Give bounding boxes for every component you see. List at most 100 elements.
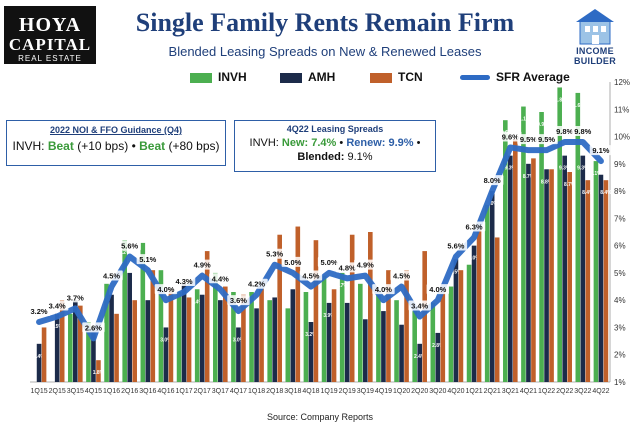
line-label-bg xyxy=(317,256,341,267)
bar-tcn xyxy=(41,327,47,382)
spreads-sep-2: • xyxy=(413,137,421,149)
line-data-label: 4.5% xyxy=(302,272,319,281)
source-note: Source: Company Reports xyxy=(266,412,374,422)
x-tick-label: 3Q16 xyxy=(139,388,156,395)
bar-invh xyxy=(412,311,417,382)
x-tick-label: 3Q19 xyxy=(357,388,374,395)
bar-amh xyxy=(471,245,477,382)
x-tick-label: 1Q17 xyxy=(176,388,193,395)
line-data-label: 4.9% xyxy=(357,261,374,270)
bar-tcn xyxy=(585,180,591,382)
spreads-sep-1: • xyxy=(336,137,347,149)
x-tick-label: 2Q15 xyxy=(49,388,66,395)
y-tick-label: 6% xyxy=(614,242,626,251)
bar-amh xyxy=(254,308,259,382)
line-label-bg xyxy=(408,300,431,311)
bar-tcn xyxy=(313,240,319,382)
x-tick-label: 4Q20 xyxy=(447,388,464,395)
bar-amh xyxy=(199,294,205,382)
bar-amh xyxy=(127,272,132,382)
line-label-bg xyxy=(100,270,123,281)
guidance-beat-1-detail: (+10 bps) xyxy=(73,139,129,153)
bar-amh xyxy=(145,300,151,382)
bar-invh xyxy=(394,300,399,382)
bar-invh xyxy=(358,283,363,382)
bar-invh xyxy=(213,272,218,382)
x-tick-label: 3Q21 xyxy=(502,388,519,395)
bar-amh xyxy=(580,155,586,382)
x-tick-label: 2Q20 xyxy=(411,388,428,395)
y-tick-label: 11% xyxy=(614,105,629,114)
x-tick-label: 2Q16 xyxy=(121,388,138,395)
x-tick-label: 4Q18 xyxy=(302,388,319,395)
x-tick-label: 3Q22 xyxy=(574,388,591,395)
x-tick-label: 3Q18 xyxy=(284,388,301,395)
x-tick-label: 1Q21 xyxy=(466,388,483,395)
y-tick-label: 9% xyxy=(614,160,626,169)
bar-invh xyxy=(158,270,164,382)
bar-tcn xyxy=(531,158,536,382)
bar-amh xyxy=(109,294,114,382)
bar-amh xyxy=(453,259,459,382)
bar-amh xyxy=(290,289,296,382)
line-label-bg xyxy=(390,270,413,281)
bar-invh xyxy=(448,286,454,382)
bar-invh xyxy=(376,294,381,382)
line-label-bg xyxy=(64,292,87,303)
bar-tcn xyxy=(513,139,518,382)
bar-tcn xyxy=(204,251,210,382)
line-data-label: 3.7% xyxy=(67,293,84,302)
bar-invh xyxy=(521,106,526,382)
line-label-bg xyxy=(245,278,268,289)
bar-invh xyxy=(231,292,236,382)
bar-data-label: 4.7% xyxy=(336,283,348,289)
y-tick-label: 3% xyxy=(614,323,626,332)
bar-tcn xyxy=(567,172,572,382)
bar-data-label: 2.4% xyxy=(414,354,426,360)
x-tick-label: 1Q18 xyxy=(248,388,265,395)
x-tick-label: 1Q19 xyxy=(321,388,338,395)
bar-invh xyxy=(176,292,182,382)
line-data-label: 3.6% xyxy=(230,296,247,305)
bar-tcn xyxy=(404,270,409,382)
line-data-label: 4.3% xyxy=(176,277,193,286)
line-data-label: 6.3% xyxy=(466,222,483,231)
line-label-bg xyxy=(372,284,395,295)
spreads-blended-value: 9.1% xyxy=(344,151,373,163)
line-data-label: 3.4% xyxy=(411,302,428,311)
bar-tcn xyxy=(295,226,301,382)
bar-data-label: 9.3% xyxy=(505,166,517,172)
line-data-label: 2.6% xyxy=(85,323,102,332)
bar-tcn xyxy=(368,232,373,382)
bar-invh xyxy=(68,313,73,382)
guidance-beat-2-detail: (+80 bps) xyxy=(165,139,220,153)
bar-data-label: 3.2% xyxy=(305,332,317,338)
x-tick-label: 2Q18 xyxy=(266,388,283,395)
guidance-prefix: INVH: xyxy=(12,139,48,153)
bar-amh xyxy=(508,155,513,382)
bar-data-label: 11.8% xyxy=(553,97,567,103)
bar-amh xyxy=(344,302,350,382)
income-builder-building-icon xyxy=(576,9,614,45)
bar-data-label: 3.9% xyxy=(323,313,335,319)
line-data-label: 3.2% xyxy=(31,307,48,316)
bar-amh xyxy=(417,343,422,382)
bar-amh xyxy=(272,297,277,382)
x-tick-label: 1Q16 xyxy=(103,388,120,395)
x-tick-label: 3Q17 xyxy=(212,388,229,395)
x-tick-label: 4Q15 xyxy=(85,388,102,395)
bar-data-label: 11.6% xyxy=(571,103,585,109)
bar-invh xyxy=(339,272,345,382)
bar-tcn xyxy=(549,169,554,382)
line-data-label: 5.0% xyxy=(284,258,301,267)
bar-tcn xyxy=(96,360,101,382)
bar-data-label: 5.5% xyxy=(450,269,462,275)
x-tick-label: 2Q21 xyxy=(484,388,501,395)
line-label-bg xyxy=(190,259,214,270)
spreads-box-line-1: INVH: New: 7.4% • Renew: 9.9% • xyxy=(235,137,435,149)
bar-invh xyxy=(484,204,490,382)
x-tick-label: 1Q20 xyxy=(393,388,410,395)
bar-invh xyxy=(140,242,146,382)
line-label-bg xyxy=(462,221,486,232)
line-label-bg xyxy=(335,262,359,273)
